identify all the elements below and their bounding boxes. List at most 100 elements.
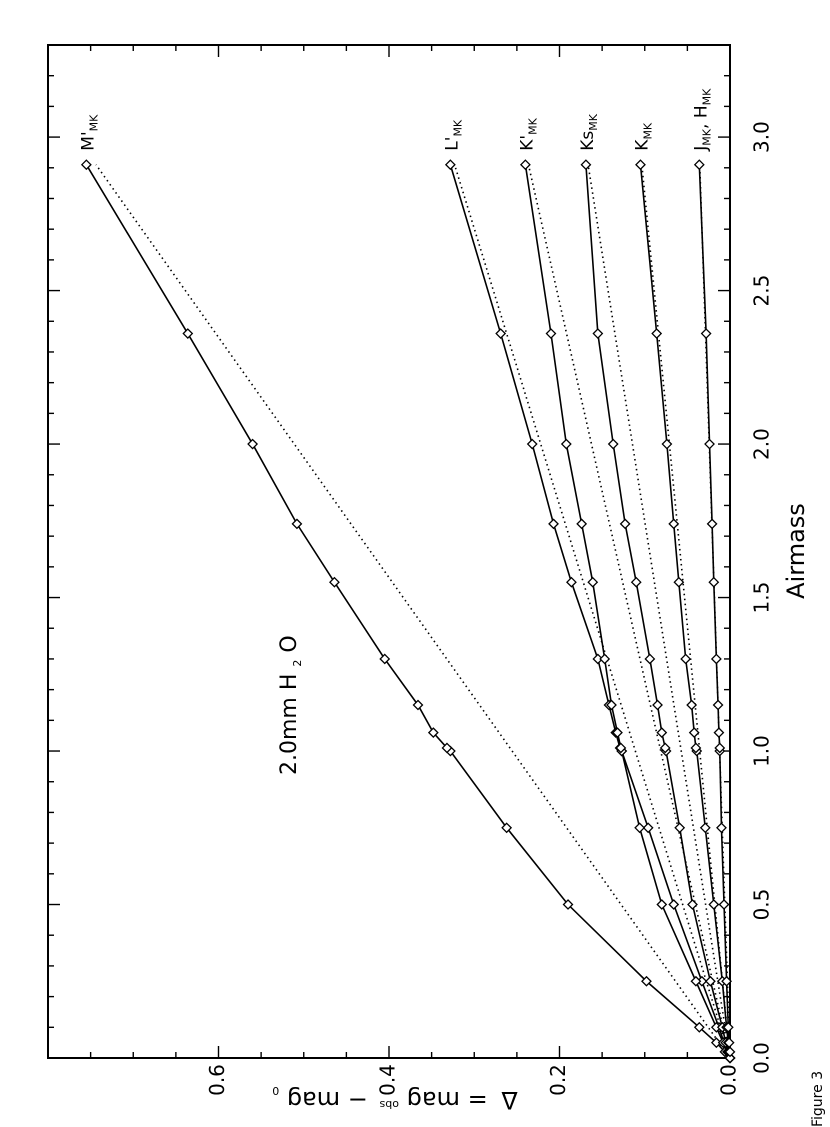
airmass-tick-label: 0.5 [750, 889, 774, 921]
data-point [607, 438, 619, 450]
data-point [612, 727, 623, 739]
data-point [606, 699, 617, 711]
annotation-pre: 2.0mm H [277, 674, 302, 775]
data-point [661, 438, 673, 450]
data-point [690, 742, 702, 754]
data-point [723, 1037, 735, 1049]
series-label: KMK [632, 122, 654, 151]
delta-tick-label: 0.6 [205, 1064, 229, 1096]
data-point [704, 438, 715, 450]
airmass-tick-label: 3.0 [750, 121, 774, 153]
airmass-tick-label: 2.0 [750, 428, 774, 460]
data-point [560, 438, 572, 450]
series-label-sub: MK [451, 119, 464, 136]
data-point [634, 822, 646, 834]
data-point [706, 518, 718, 530]
figure-caption: Figure 3 [810, 1071, 826, 1127]
data-point [712, 699, 724, 711]
annotation-post: O [277, 635, 302, 652]
data-point [644, 653, 656, 665]
data-point [412, 699, 424, 711]
data-point [566, 576, 577, 588]
data-point [642, 822, 654, 834]
series-label-main: L' [442, 137, 462, 151]
series-fit-line [641, 164, 731, 1059]
data-point [704, 975, 716, 987]
data-point [592, 328, 604, 339]
y-axis-title-minus: − mag [287, 1086, 368, 1114]
data-point [687, 899, 698, 910]
series-fit-line [95, 164, 731, 1059]
data-point [247, 438, 259, 450]
data-point [329, 576, 340, 588]
data-point [651, 328, 663, 339]
series-line [698, 164, 731, 1058]
series-label: L'MK [442, 119, 464, 151]
series-label-sub: MK [87, 114, 100, 131]
plot-frame [47, 44, 731, 1059]
data-point [580, 159, 592, 171]
series-label: JMK, HMK [691, 88, 713, 152]
airmass-tick-label: 2.5 [750, 275, 774, 307]
data-point [708, 576, 720, 588]
data-point [659, 742, 671, 754]
y-axis-title-sub: 0 [272, 1084, 279, 1097]
data-point [674, 822, 686, 834]
series [80, 159, 736, 1064]
series-label-main: Ks [578, 131, 598, 151]
series-label: KsMK [578, 113, 600, 151]
data-point [587, 576, 599, 588]
data-point [693, 159, 705, 171]
series-label: K'MK [517, 117, 539, 150]
data-point [686, 699, 698, 711]
series-label-main: J [691, 146, 711, 152]
series-label-main: M' [78, 131, 98, 150]
data-point [562, 899, 574, 910]
series [693, 159, 736, 1064]
data-point [379, 653, 391, 665]
data-point [441, 742, 453, 754]
series-line [524, 164, 731, 1059]
data-point [700, 328, 712, 339]
data-point [668, 518, 680, 530]
airmass-tick-label: 1.5 [750, 582, 774, 614]
data-point [713, 727, 725, 739]
data-point [722, 1021, 734, 1033]
axis-ticks [47, 45, 731, 1059]
series-label-sub: MK [700, 128, 713, 145]
series-label-sub: MK [526, 117, 539, 134]
y-axis-title: Δ = mag obs − mag 0 [272, 1084, 518, 1123]
airmass-tick-label: 0.0 [750, 1042, 774, 1074]
delta-tick-label: 0.2 [546, 1064, 570, 1096]
data-point [599, 653, 611, 665]
series-label-main: K' [517, 135, 537, 151]
series-label-sub: MK [587, 113, 600, 130]
airmass-tick-label: 1.0 [750, 735, 774, 767]
annotation-water-vapor: 2.0mm H 2 O [277, 635, 307, 775]
data-point [721, 975, 733, 987]
series-label-sub: MK [641, 122, 654, 139]
annotation-sub: 2 [291, 660, 304, 667]
data-point [291, 518, 303, 530]
data-point [652, 699, 663, 711]
data-point [548, 518, 559, 530]
data-point [690, 975, 702, 987]
series-line [639, 164, 731, 1059]
data-point [673, 576, 685, 588]
data-point [656, 899, 668, 910]
tick-labels: 0.0 0.5 1.0 1.5 2.0 2.5 3.0 0.0 0.2 0.4 0.6 [205, 121, 774, 1096]
data-point [680, 653, 692, 665]
series-group [80, 159, 736, 1064]
y-axis-title-delta: Δ [501, 1086, 518, 1114]
data-point [724, 1052, 736, 1064]
data-point [716, 822, 727, 834]
delta-tick-label: 0.4 [376, 1064, 400, 1096]
data-point [635, 159, 646, 171]
series-label-main: H [691, 105, 711, 118]
series-fit-line [453, 164, 731, 1059]
data-point [714, 742, 726, 754]
series-label: M'MK [78, 114, 100, 151]
series [519, 159, 736, 1064]
data-point [656, 727, 668, 739]
data-point [710, 653, 722, 665]
